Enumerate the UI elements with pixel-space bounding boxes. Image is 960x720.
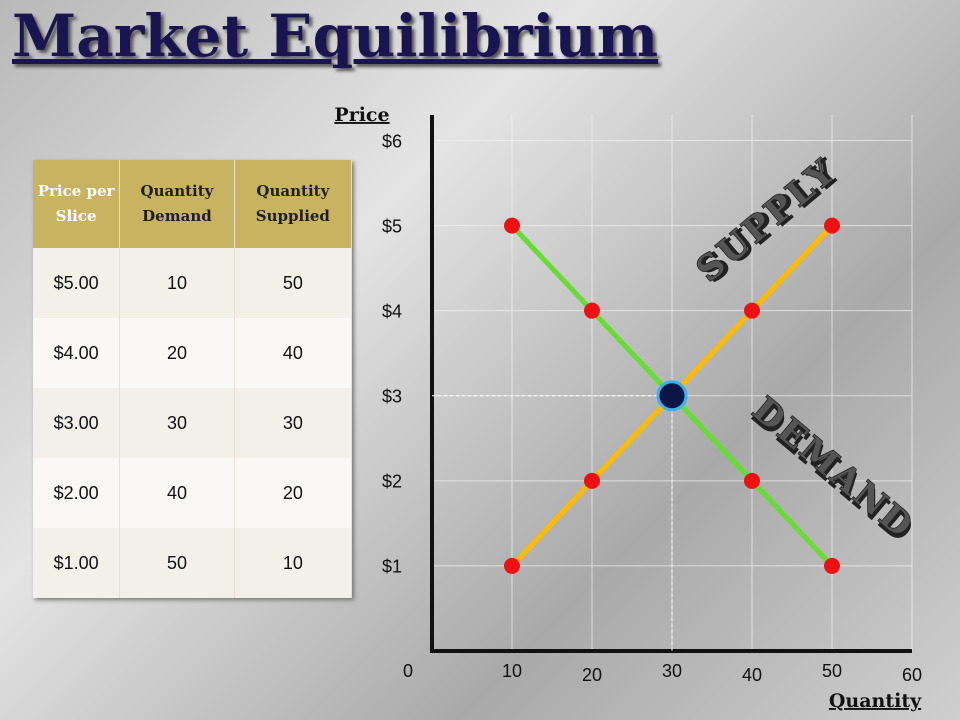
y-tick-label: $4	[382, 301, 402, 321]
point	[824, 557, 840, 574]
table-row: $5.00 10 50	[33, 248, 353, 318]
point	[504, 217, 520, 234]
table-cell: 30	[119, 388, 235, 458]
x-tick-label: 0	[403, 661, 413, 681]
table-cell: 40	[234, 318, 353, 388]
table-cell: 10	[119, 248, 235, 318]
point	[584, 472, 600, 489]
y-tick-label: $5	[382, 216, 402, 236]
point	[584, 302, 600, 319]
table-row: $1.00 50 10	[33, 528, 353, 598]
equilibrium-point	[656, 380, 688, 412]
x-tick-label: 10	[502, 661, 522, 681]
x-tick-label: 40	[742, 665, 762, 685]
y-axis-label: Price	[334, 104, 389, 126]
x-tick-label: 30	[662, 661, 682, 681]
table-cell: 10	[234, 528, 353, 598]
table-cell: 20	[234, 458, 353, 528]
point	[504, 557, 520, 574]
table-cell: 50	[119, 528, 235, 598]
table-cell: 30	[234, 388, 353, 458]
table-cell: $1.00	[33, 528, 121, 598]
table-cell: $5.00	[33, 248, 121, 318]
table-body: $5.00 10 50 $4.00 20 40 $3.00 30 30 $2.00 40 20 $1.0…	[33, 248, 353, 598]
data-table: Price per Slice Quantity Demand Quantity S…	[33, 160, 353, 598]
table-cell: $4.00	[33, 318, 121, 388]
x-tick-label: 60	[902, 665, 922, 685]
y-tick-label: $1	[382, 557, 402, 577]
table-cell: $3.00	[33, 388, 121, 458]
y-tick-label: $3	[382, 387, 402, 407]
x-tick-label: 20	[582, 665, 602, 685]
table-row: $4.00 20 40	[33, 318, 353, 388]
table-row: $3.00 30 30	[33, 388, 353, 458]
header-cell: Quantity Demand	[119, 160, 235, 248]
header-cell: Price per Slice	[33, 160, 121, 248]
x-axis-label: Quantity	[829, 690, 922, 712]
table-header: Price per Slice Quantity Demand Quantity S…	[33, 160, 353, 248]
y-tick-label: $6	[382, 131, 402, 151]
header-cell: Quantity Supplied	[234, 160, 353, 248]
series-annotation: SUPPLY	[689, 151, 844, 290]
table-cell: 40	[119, 458, 235, 528]
series-annotation: DEMAND	[745, 390, 922, 548]
point	[824, 217, 840, 234]
table-cell: $2.00	[33, 458, 121, 528]
x-tick-label: 50	[822, 661, 842, 681]
point	[744, 302, 760, 319]
y-tick-label: $2	[382, 472, 402, 492]
table-cell: 20	[119, 318, 235, 388]
table-row: $2.00 40 20	[33, 458, 353, 528]
slide-title: Market Equilibrium	[12, 2, 659, 70]
point	[744, 472, 760, 489]
table-cell: 50	[234, 248, 353, 318]
